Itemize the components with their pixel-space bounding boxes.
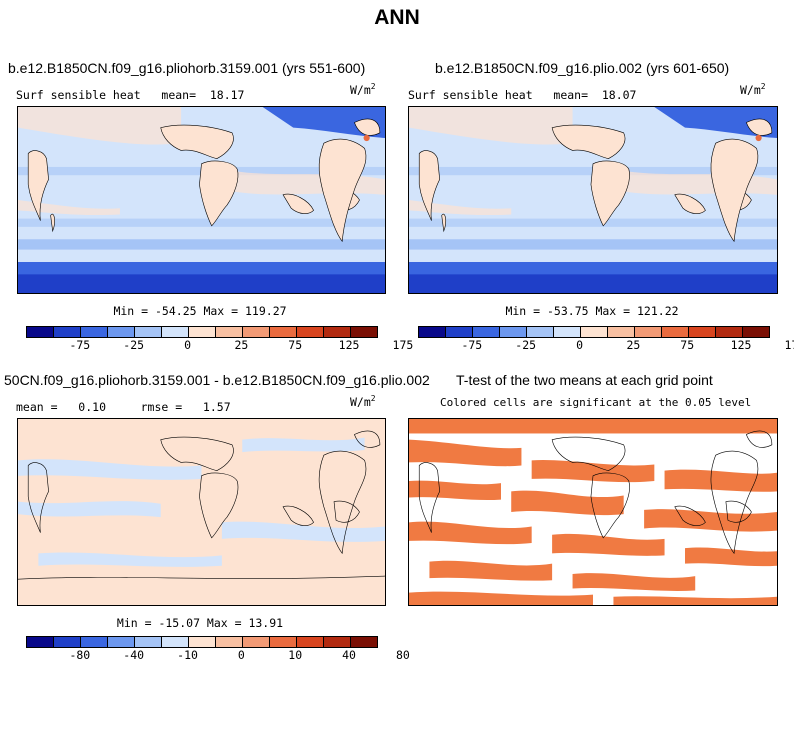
panel-1-colorbar xyxy=(26,326,378,338)
colorbar-tick-label: 175 xyxy=(392,338,414,352)
colorbar-tick-label: 175 xyxy=(784,338,794,352)
panel-3-colorbar xyxy=(26,636,378,648)
colorbar-cell xyxy=(419,327,446,337)
colorbar-tick-label: -10 xyxy=(177,648,198,662)
colorbar-tick-label: 25 xyxy=(234,338,249,352)
colorbar-cell xyxy=(581,327,608,337)
difference-map xyxy=(18,419,385,605)
colorbar-cell xyxy=(81,637,108,647)
colorbar-cell xyxy=(351,637,377,647)
colorbar-cell xyxy=(162,637,189,647)
panel-1-units: W/m2 xyxy=(350,82,376,97)
colorbar-cell xyxy=(446,327,473,337)
colorbar-tick-label: 25 xyxy=(626,338,641,352)
colorbar-cell xyxy=(297,327,324,337)
colorbar-cell xyxy=(324,327,351,337)
colorbar-tick-label: 40 xyxy=(342,648,356,662)
colorbar-cell xyxy=(635,327,662,337)
colorbar-cell xyxy=(297,637,324,647)
panel-1-title: b.e12.B1850CN.f09_g16.pliohorb.3159.001 … xyxy=(8,60,366,76)
colorbar-tick-label: 75 xyxy=(288,338,303,352)
colorbar-cell xyxy=(351,327,377,337)
colorbar-tick-label: -25 xyxy=(515,338,537,352)
panel-1-map xyxy=(17,106,386,294)
colorbar-tick-label: 10 xyxy=(288,648,303,662)
colorbar-tick-label: -40 xyxy=(123,648,145,662)
colorbar-cell xyxy=(54,637,81,647)
colorbar-tick-label: 80 xyxy=(395,648,410,662)
colorbar-cell xyxy=(527,327,554,337)
colorbar-cell xyxy=(608,327,635,337)
colorbar-cell xyxy=(716,327,743,337)
colorbar-cell xyxy=(135,637,162,647)
colorbar-cell xyxy=(243,637,270,647)
panel-4-map xyxy=(408,418,778,606)
colorbar-cell xyxy=(108,637,135,647)
sensible-heat-map-2 xyxy=(409,107,777,293)
panel-2-title: b.e12.B1850CN.f09_g16.plio.002 (yrs 601-… xyxy=(435,60,730,76)
panel-1-subtitle: Surf sensible heat mean= 18.17 xyxy=(16,88,245,102)
colorbar-cell xyxy=(216,327,243,337)
colorbar-cell xyxy=(216,637,243,647)
colorbar-tick-label: 0 xyxy=(237,648,245,662)
colorbar-cell xyxy=(54,327,81,337)
colorbar-tick-label: 125 xyxy=(338,338,360,352)
colorbar-cell xyxy=(270,327,297,337)
panel-3-map xyxy=(17,418,386,606)
panel-3-units: W/m2 xyxy=(350,394,376,409)
colorbar-cell xyxy=(324,637,351,647)
colorbar-tick-label: -25 xyxy=(123,338,145,352)
panel-2-units: W/m2 xyxy=(740,82,766,97)
colorbar-cell xyxy=(689,327,716,337)
panel-3-subtitle: mean = 0.10 rmse = 1.57 xyxy=(16,400,231,414)
colorbar-cell xyxy=(189,637,216,647)
panel-2-map xyxy=(408,106,778,294)
panel-1-stats: Min = -54.25 Max = 119.27 xyxy=(113,304,287,318)
panel-4-title: T-test of the two means at each grid poi… xyxy=(456,372,713,388)
colorbar-tick-label: 0 xyxy=(184,338,191,352)
panel-4-subtitle: Colored cells are significant at the 0.0… xyxy=(440,396,752,409)
colorbar-tick-label: 0 xyxy=(576,338,583,352)
panel-3-title: 50CN.f09_g16.pliohorb.3159.001 - b.e12.B… xyxy=(4,372,430,388)
colorbar-cell xyxy=(243,327,270,337)
colorbar-cell xyxy=(473,327,500,337)
colorbar-tick-label: 125 xyxy=(730,338,752,352)
colorbar-cell xyxy=(554,327,581,337)
colorbar-cell xyxy=(81,327,108,337)
colorbar-cell xyxy=(162,327,189,337)
colorbar-cell xyxy=(743,327,769,337)
colorbar-cell xyxy=(27,637,54,647)
panel-2-colorbar xyxy=(418,326,770,338)
colorbar-cell xyxy=(135,327,162,337)
colorbar-cell xyxy=(108,327,135,337)
colorbar-cell xyxy=(662,327,689,337)
colorbar-cell xyxy=(27,327,54,337)
sensible-heat-map-1 xyxy=(18,107,385,293)
panel-2-subtitle: Surf sensible heat mean= 18.07 xyxy=(408,88,637,102)
page-title: ANN xyxy=(374,6,420,29)
colorbar-cell xyxy=(189,327,216,337)
panel-3-stats: Min = -15.07 Max = 13.91 xyxy=(116,616,284,630)
colorbar-tick-label: -75 xyxy=(461,338,483,352)
colorbar-tick-label: -80 xyxy=(69,648,91,662)
significance-map xyxy=(409,419,777,605)
colorbar-tick-label: -75 xyxy=(69,338,91,352)
panel-2-stats: Min = -53.75 Max = 121.22 xyxy=(505,304,679,318)
colorbar-cell xyxy=(500,327,527,337)
colorbar-tick-label: 75 xyxy=(680,338,695,352)
colorbar-cell xyxy=(270,637,297,647)
